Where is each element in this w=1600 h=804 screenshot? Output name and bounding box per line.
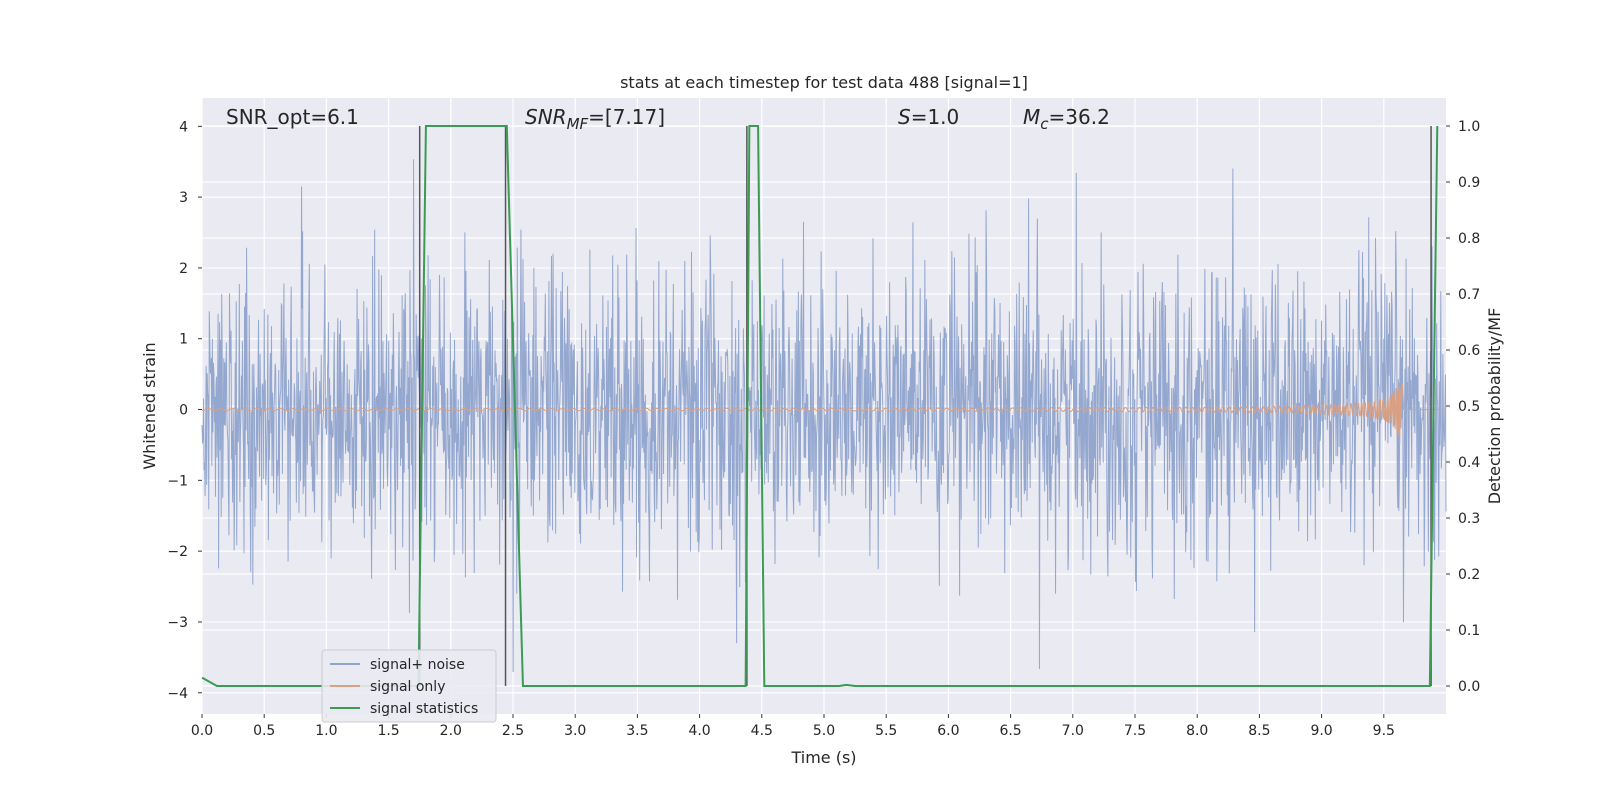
y-right-tick-label-7: 0.7: [1458, 287, 1480, 303]
signal-noise-line: [201, 159, 1447, 672]
y-right-tick-label-9: 0.9: [1458, 175, 1480, 191]
y-left-tick-label-5: 1: [179, 332, 188, 348]
y-right-tick-label-2: 0.2: [1458, 567, 1480, 583]
x-tick-label-8: 4.0: [688, 723, 710, 739]
annotation-snr-opt: SNR_opt=6.1: [226, 105, 359, 129]
x-tick-label-9: 4.5: [751, 723, 773, 739]
annotation-s: S=1.0: [898, 105, 959, 129]
legend-label-signal-only: signal only: [370, 679, 445, 695]
legend: signal+ noise signal only signal statist…: [321, 649, 497, 723]
y-right-tick-label-8: 0.8: [1458, 231, 1480, 247]
x-tick-label-6: 3.0: [564, 723, 586, 739]
y-right-tick-label-5: 0.5: [1458, 399, 1480, 415]
annotation-s-main: S: [898, 105, 911, 129]
annotation-snr-mf-main: SNR: [525, 105, 567, 129]
x-tick-label-3: 1.5: [377, 723, 399, 739]
x-tick-label-18: 9.0: [1310, 723, 1332, 739]
x-tick-label-13: 6.5: [999, 723, 1021, 739]
y-right-tick-label-6: 0.6: [1458, 343, 1480, 359]
annotation-mc: Mc=36.2: [1023, 105, 1110, 133]
y-axis-label-right: Detection probability/MF: [1485, 308, 1504, 505]
y-left-tick-label-6: 2: [179, 261, 188, 277]
annotation-mc-sub: c: [1040, 115, 1049, 133]
x-tick-label-7: 3.5: [626, 723, 648, 739]
x-tick-label-14: 7.0: [1062, 723, 1084, 739]
series-signal-noise: [201, 159, 1447, 672]
y-left-tick-label-1: −3: [167, 615, 188, 631]
x-tick-label-10: 5.0: [813, 723, 835, 739]
x-tick-label-1: 0.5: [253, 723, 275, 739]
y-right-tick-label-3: 0.3: [1458, 511, 1480, 527]
annotation-snr-mf: SNRMF=[7.17]: [525, 105, 665, 133]
y-right-tick-label-0: 0.0: [1458, 679, 1480, 695]
ticks: 0.0 0.5 1.0 1.5 2.0 2.5 3.0 3.5 4.0 4.5 5.0 5.5 6.0 6…: [167, 119, 1480, 739]
annotation-s-value: =1.0: [911, 105, 960, 129]
series-signal-statistics: [201, 125, 1439, 687]
legend-label-signal-noise: signal+ noise: [370, 657, 465, 673]
y-left-tick-label-8: 4: [179, 119, 188, 135]
legend-label-signal-statistics: signal statistics: [370, 701, 478, 717]
legend-box: [321, 649, 497, 723]
x-tick-label-16: 8.0: [1186, 723, 1208, 739]
x-tick-label-0: 0.0: [191, 723, 213, 739]
y-right-tick-label-10: 1.0: [1458, 119, 1480, 135]
signal-only-line: [201, 382, 1446, 445]
annotation-mc-main: M: [1023, 105, 1040, 129]
series-signal-only: [201, 382, 1446, 445]
x-tick-label-15: 7.5: [1124, 723, 1146, 739]
y-right-tick-label-4: 0.4: [1458, 455, 1480, 471]
signal-statistics-line: [201, 125, 1439, 687]
x-tick-label-2: 1.0: [315, 723, 337, 739]
y-left-tick-label-3: −1: [167, 473, 188, 489]
x-tick-label-11: 5.5: [875, 723, 897, 739]
annotation-mc-value: =36.2: [1049, 105, 1110, 129]
x-tick-label-4: 2.0: [440, 723, 462, 739]
y-left-tick-label-0: −4: [167, 686, 188, 702]
x-tick-label-17: 8.5: [1248, 723, 1270, 739]
y-left-tick-label-2: −2: [167, 544, 188, 560]
x-tick-label-12: 6.0: [937, 723, 959, 739]
y-axis-label-left: Whitened strain: [140, 342, 159, 469]
chart-title: stats at each timestep for test data 488…: [620, 73, 1028, 92]
x-axis-label: Time (s): [790, 748, 856, 767]
annotation-snr-mf-sub: MF: [567, 115, 589, 133]
annotation-snr-mf-value: =[7.17]: [588, 105, 665, 129]
y-right-tick-label-1: 0.1: [1458, 623, 1480, 639]
x-tick-label-19: 9.5: [1373, 723, 1395, 739]
x-tick-label-5: 2.5: [502, 723, 524, 739]
y-left-tick-label-7: 3: [179, 190, 188, 206]
y-left-tick-label-4: 0: [179, 403, 188, 419]
